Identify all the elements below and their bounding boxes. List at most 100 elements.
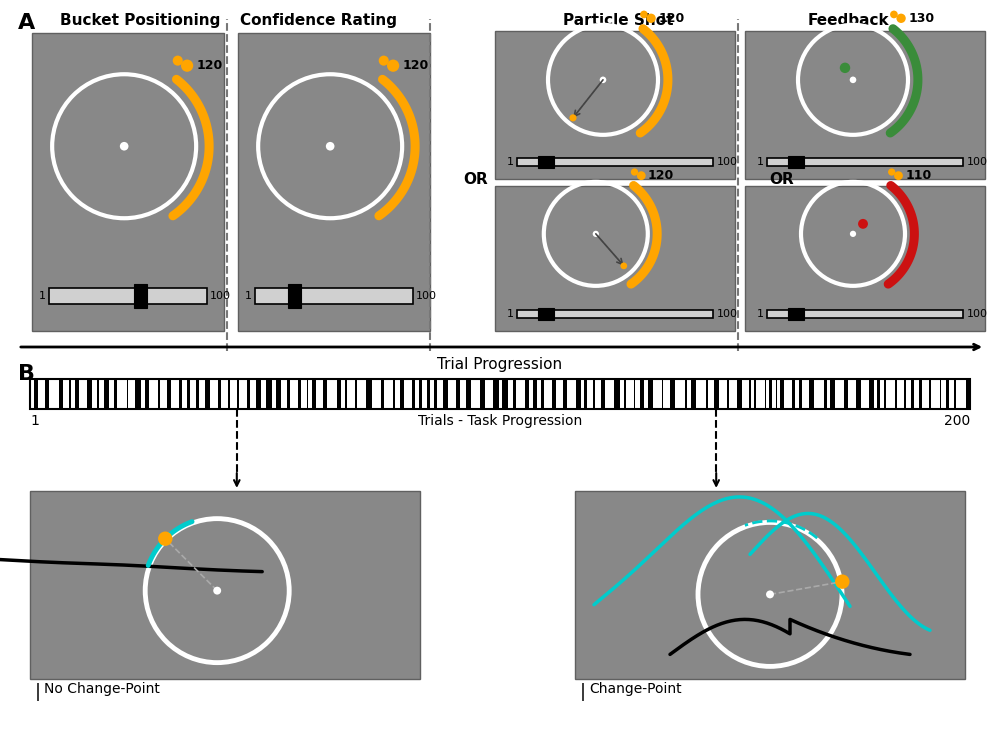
Text: 120: 120 — [658, 12, 684, 25]
Text: Feedback: Feedback — [807, 13, 889, 28]
Bar — [869, 379, 874, 409]
Bar — [513, 379, 516, 409]
Bar — [337, 379, 341, 409]
Bar — [256, 379, 261, 409]
Bar — [776, 379, 777, 409]
Bar — [856, 379, 861, 409]
Bar — [247, 379, 250, 409]
Bar — [706, 379, 708, 409]
Text: 1: 1 — [507, 309, 514, 319]
Bar — [135, 379, 141, 409]
Bar — [502, 379, 508, 409]
Bar — [30, 379, 970, 409]
Text: 100: 100 — [966, 157, 987, 166]
Bar — [30, 491, 420, 679]
Circle shape — [120, 142, 128, 151]
Bar — [366, 379, 372, 409]
Text: OR: OR — [770, 171, 794, 186]
Bar — [929, 379, 931, 409]
Circle shape — [840, 63, 850, 73]
Bar — [45, 379, 49, 409]
Circle shape — [888, 168, 895, 176]
Bar — [824, 379, 827, 409]
Bar — [946, 379, 949, 409]
Text: 130: 130 — [908, 12, 934, 25]
Circle shape — [890, 10, 898, 18]
Bar — [919, 379, 922, 409]
Bar — [538, 308, 554, 320]
Bar — [480, 379, 485, 409]
Circle shape — [173, 55, 183, 66]
Text: OR: OR — [464, 171, 488, 186]
Bar — [127, 379, 128, 409]
Bar — [312, 379, 316, 409]
Circle shape — [896, 13, 906, 23]
Bar — [158, 379, 160, 409]
Circle shape — [379, 55, 389, 66]
Text: 1: 1 — [30, 414, 39, 428]
Bar — [412, 379, 415, 409]
Bar — [792, 379, 795, 409]
Bar — [466, 379, 471, 409]
Text: 1: 1 — [39, 291, 46, 301]
Bar — [727, 379, 729, 409]
Bar — [640, 379, 644, 409]
Circle shape — [637, 171, 646, 180]
Bar — [575, 491, 965, 679]
Circle shape — [326, 142, 334, 151]
Circle shape — [858, 219, 868, 229]
Bar — [238, 33, 430, 331]
Bar — [205, 379, 210, 409]
Bar — [765, 379, 766, 409]
Bar — [745, 186, 985, 331]
Bar — [749, 379, 751, 409]
Circle shape — [835, 574, 850, 589]
Bar — [323, 379, 327, 409]
Text: Trial Progression: Trial Progression — [437, 357, 563, 372]
Bar — [648, 379, 653, 409]
Circle shape — [620, 262, 627, 269]
Bar — [87, 379, 92, 409]
Bar — [634, 379, 635, 409]
Bar — [287, 379, 290, 409]
Circle shape — [640, 10, 648, 18]
Bar — [769, 379, 772, 409]
Bar — [187, 379, 190, 409]
Circle shape — [181, 60, 193, 72]
Bar — [940, 379, 941, 409]
Circle shape — [387, 60, 399, 72]
Bar — [517, 310, 713, 318]
Text: 100: 100 — [716, 157, 737, 166]
Bar — [563, 379, 567, 409]
Bar — [884, 379, 886, 409]
Bar — [517, 157, 713, 166]
Text: Confidence Rating: Confidence Rating — [240, 13, 396, 28]
Bar — [904, 379, 906, 409]
Text: 1: 1 — [757, 157, 764, 166]
Text: 100: 100 — [716, 309, 737, 319]
Text: 200: 200 — [944, 414, 970, 428]
Bar — [114, 379, 117, 409]
Bar — [780, 379, 784, 409]
Bar — [167, 379, 171, 409]
Bar — [97, 379, 99, 409]
Bar — [533, 379, 537, 409]
Bar — [685, 379, 687, 409]
Bar — [576, 379, 581, 409]
Text: Trials - Task Progression: Trials - Task Progression — [418, 414, 582, 428]
Text: |: | — [35, 683, 41, 701]
Bar — [400, 379, 404, 409]
Text: |: | — [580, 683, 586, 701]
Bar — [737, 379, 742, 409]
Bar — [298, 379, 301, 409]
Bar — [662, 379, 663, 409]
Bar — [525, 379, 529, 409]
Bar — [714, 379, 719, 409]
Bar — [788, 308, 804, 320]
Bar — [541, 379, 544, 409]
Text: No Change-Point: No Change-Point — [44, 682, 160, 696]
Bar — [493, 379, 499, 409]
Bar — [614, 379, 620, 409]
Bar — [134, 284, 147, 308]
Circle shape — [158, 531, 172, 546]
